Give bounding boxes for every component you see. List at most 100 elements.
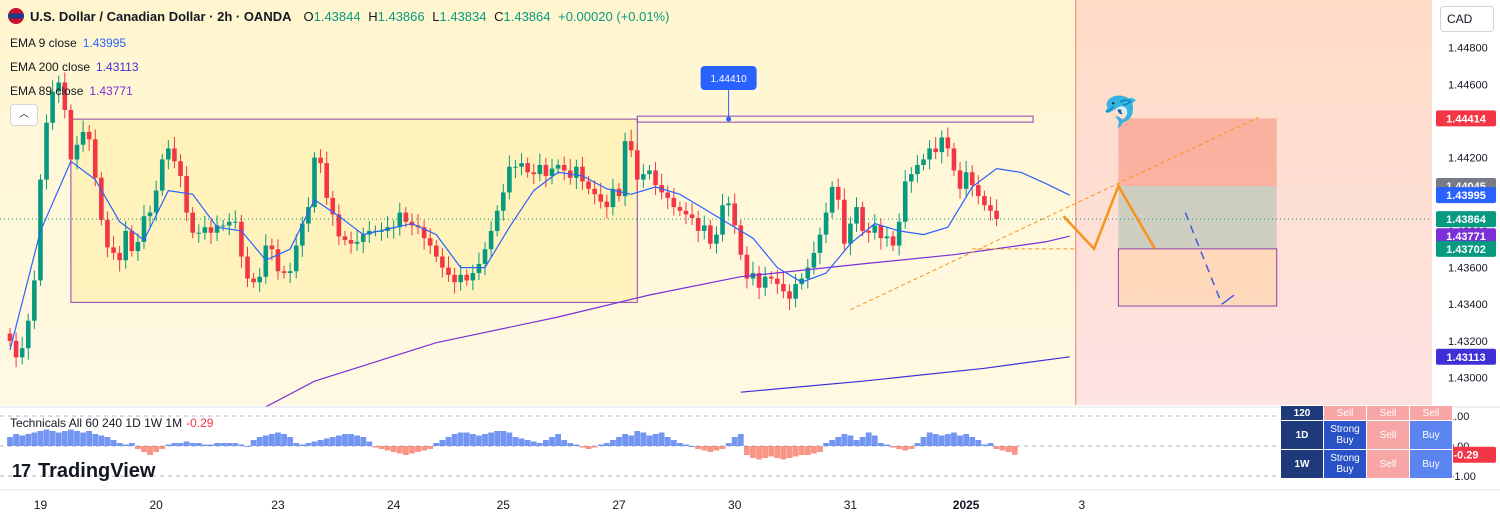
candle-body [208, 227, 214, 233]
candle-body [147, 212, 153, 217]
technicals-bar [433, 443, 440, 446]
tradingview-wordmark: TradingView [38, 460, 156, 482]
technicals-bar [195, 443, 202, 446]
candle-body [896, 221, 902, 246]
technicals-bar [597, 444, 604, 446]
candle-body [555, 164, 561, 169]
candle-body [933, 148, 938, 153]
candle-body [318, 157, 323, 164]
technicals-bar [804, 446, 811, 455]
candle-body [592, 188, 597, 195]
technicals-bar [305, 443, 312, 446]
candle-body [105, 219, 110, 248]
technicals-legend[interactable]: Technicals All 60 240 1D 1W 1M -0.29 [10, 416, 213, 430]
candle-body [561, 164, 567, 171]
candle-body [379, 230, 384, 232]
technicals-bar [299, 444, 306, 446]
candle-body [440, 256, 445, 268]
candle-body [586, 181, 591, 189]
candle-body [330, 197, 336, 215]
candle-body [488, 230, 494, 250]
candle-body [982, 196, 987, 206]
candle-body [744, 254, 750, 279]
callout-label: 1.44410 [711, 74, 748, 85]
candle-body [25, 320, 31, 349]
resistance-line [636, 115, 1034, 123]
technicals-bar [488, 432, 495, 446]
candle-body [214, 225, 220, 233]
technicals-bar [762, 446, 769, 458]
candle-body [866, 230, 871, 233]
technicals-bar [908, 446, 915, 449]
technicals-bar [853, 440, 860, 446]
candle-body [574, 166, 579, 178]
technicals-bar [262, 435, 269, 446]
technicals-bar [360, 437, 367, 446]
ema89-legend[interactable]: EMA 89 close 1.43771 [10, 84, 133, 98]
tradingview-mark-icon: 17 [12, 461, 31, 481]
table-cell: Strong Buy [1323, 420, 1367, 450]
candle-body [50, 91, 55, 123]
candle-body [117, 252, 122, 261]
technicals-bar [238, 444, 245, 446]
candle-body [99, 177, 104, 220]
technicals-bar [348, 434, 354, 446]
candle-body [927, 148, 932, 160]
technicals-bar [981, 444, 988, 446]
candle-body [464, 274, 470, 281]
ema200-legend[interactable]: EMA 200 close 1.43113 [10, 60, 139, 74]
technicals-bar [13, 434, 19, 446]
technicals-bar [31, 432, 38, 446]
candle-body [452, 274, 457, 283]
technicals-bar [975, 440, 982, 446]
technicals-bar [774, 446, 781, 458]
technicals-bar [183, 441, 190, 446]
technicals-bar [293, 443, 300, 446]
candle-body [598, 194, 604, 202]
technicals-bar [896, 446, 903, 449]
candle-body [884, 236, 890, 239]
technicals-bar [457, 432, 464, 446]
candle-body [902, 181, 908, 222]
candle-body [159, 159, 165, 191]
candle-body [811, 252, 817, 268]
currency-selector[interactable]: CAD [1440, 6, 1494, 32]
table-row-label: 1D [1280, 420, 1324, 450]
ema9-legend[interactable]: EMA 9 close 1.43995 [10, 36, 126, 50]
technicals-value: -0.29 [186, 416, 214, 430]
candle-body [726, 203, 731, 206]
ema9-line [9, 160, 1070, 351]
candle-body [62, 82, 68, 110]
technicals-bar [354, 435, 361, 446]
technicals-bar [335, 435, 342, 446]
candle-body [732, 203, 738, 226]
technicals-bar [153, 446, 160, 452]
technicals-bar [871, 435, 878, 446]
candle-body [689, 214, 695, 219]
technicals-bar [281, 434, 287, 446]
candle-body [300, 223, 305, 246]
collapse-legend-button[interactable]: ︿ [10, 104, 38, 126]
candle-body [281, 271, 287, 274]
technicals-bar [841, 434, 848, 446]
candle-body [166, 148, 171, 160]
tradingview-logo[interactable]: 17 TradingView [12, 460, 155, 483]
candle-body [604, 201, 610, 208]
symbol-title[interactable]: U.S. Dollar / Canadian Dollar · 2h · OAN… [30, 8, 292, 24]
candle-body [397, 212, 403, 228]
candle-body [19, 348, 25, 358]
candle-body [775, 278, 780, 285]
technicals-bar [92, 434, 99, 446]
technicals-bar [658, 432, 665, 446]
candle-body [921, 159, 926, 165]
candle-body [123, 230, 129, 261]
technicals-bar [610, 440, 616, 446]
technicals-bar [317, 440, 324, 446]
technicals-bar [920, 437, 927, 446]
candle-body [860, 207, 865, 231]
technicals-bar [847, 435, 854, 446]
technicals-bar [415, 446, 421, 452]
table-row: 1D Strong Buy Sell Buy [1280, 420, 1453, 450]
technicals-bar [944, 434, 951, 446]
